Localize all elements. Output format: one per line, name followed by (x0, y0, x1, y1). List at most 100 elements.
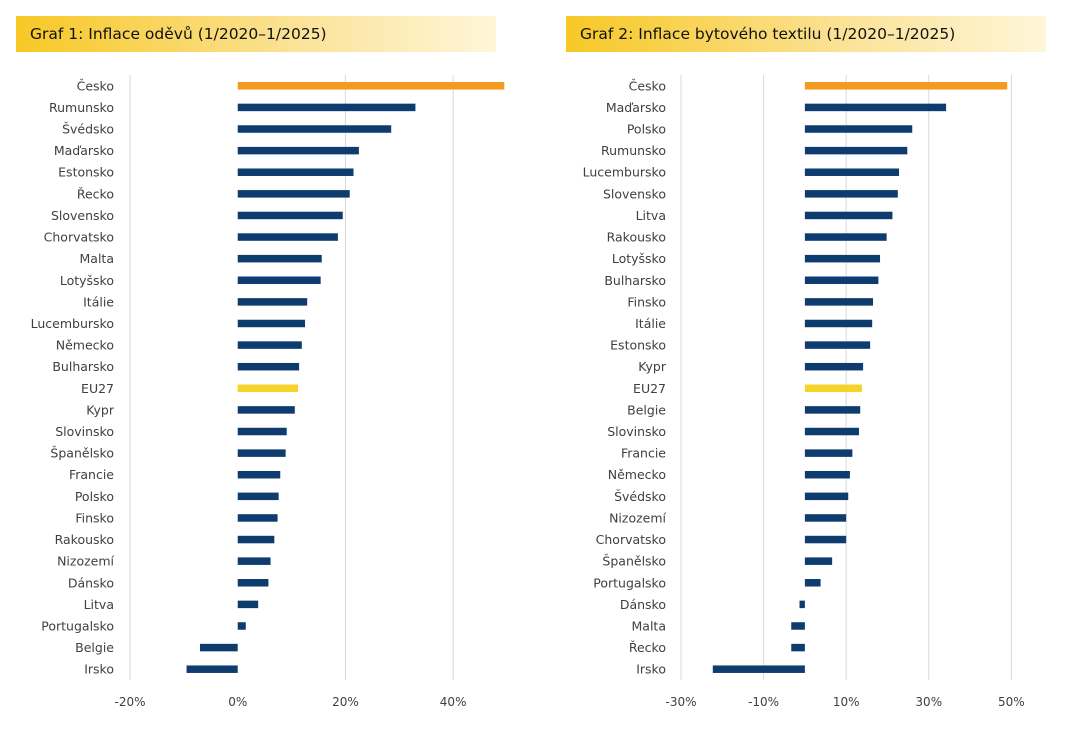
chart1-bar (237, 622, 246, 630)
chart1-tick-label: 20% (332, 695, 359, 709)
chart1-category-label: Lotyšsko (60, 273, 114, 288)
chart2-bar (799, 600, 805, 609)
chart2-bar (804, 514, 847, 522)
chart2-category-label: Bulharsko (604, 273, 666, 288)
chart1-tick-label: -20% (114, 695, 145, 709)
chart2-bar (804, 427, 859, 436)
chart2-bar (804, 276, 879, 285)
chart2-category-label: Portugalsko (593, 575, 666, 590)
chart1-bar (237, 254, 322, 263)
chart2-bar (804, 535, 847, 544)
chart1-bar (237, 103, 416, 112)
chart2-bar (804, 82, 1008, 90)
chart1-bar (237, 146, 359, 155)
chart2-bar (804, 492, 849, 501)
chart1-bar (237, 384, 299, 393)
chart2-category-label: Polsko (627, 122, 666, 137)
chart1-category-label: Nizozemí (57, 554, 114, 569)
chart2-category-label: Itálie (635, 316, 666, 331)
chart2-category-label: Lotyšsko (612, 251, 666, 266)
chart1-category-label: Maďarsko (54, 143, 114, 158)
chart2-category-label: Lucembursko (583, 165, 666, 180)
chart1-bar (237, 535, 275, 544)
chart1-category-label: Lucembursko (31, 316, 114, 331)
chart2-bar (804, 362, 864, 371)
chart1-bar (237, 168, 354, 176)
chart1-category-label: Španělsko (50, 446, 114, 461)
chart2-bar (804, 168, 900, 176)
chart2-bar (804, 384, 862, 393)
chart2-bar (804, 406, 861, 414)
chart1-bar (237, 190, 350, 198)
chart1-bar (237, 514, 278, 522)
chart2-bar (791, 643, 805, 652)
chart2-category-label: Kypr (638, 359, 667, 374)
chart1-bar (237, 470, 281, 479)
chart1-category-label: Finsko (75, 510, 114, 525)
chart-title-2: Graf 2: Inflace bytového textilu (1/2020… (566, 16, 1046, 52)
chart1-category-label: Bulharsko (52, 359, 114, 374)
chart2-tick-label: 10% (833, 695, 860, 709)
chart2-category-label: EU27 (633, 381, 666, 396)
chart2-bar (804, 319, 873, 328)
chart1-category-label: Řecko (77, 186, 114, 201)
chart2-bar (804, 190, 898, 198)
chart2-category-label: Švédsko (614, 489, 666, 504)
chart2-bar (804, 298, 874, 306)
chart1-category-label: Malta (80, 251, 114, 266)
chart1-category-label: Francie (69, 467, 114, 482)
chart1-category-label: Česko (77, 78, 114, 93)
chart1-bar (237, 233, 338, 241)
chart2-bar (804, 579, 821, 587)
chart2-bar (804, 557, 833, 565)
chart2-tick-label: 50% (998, 695, 1025, 709)
chart2-bar (804, 341, 871, 349)
chart1-category-label: Německo (56, 338, 114, 353)
chart2-category-label: Řecko (629, 640, 666, 655)
chart2-category-label: Rumunsko (601, 143, 666, 158)
chart1-bar (237, 276, 321, 285)
chart1-category-label: Kypr (86, 402, 115, 417)
chart1-category-label: Rumunsko (49, 100, 114, 115)
chart2-tick-label: 30% (915, 695, 942, 709)
chart1-bar (237, 341, 302, 349)
chart2-tick-label: -30% (665, 695, 696, 709)
chart1-category-label: EU27 (81, 381, 114, 396)
chart1-bar (237, 319, 306, 328)
chart-title-1: Graf 1: Inflace oděvů (1/2020–1/2025) (16, 16, 496, 52)
chart1-bar (237, 125, 392, 133)
chart2-bar (791, 622, 805, 630)
chart1-bar (237, 557, 271, 565)
chart2-category-label: Španělsko (602, 554, 666, 569)
chart1-category-label: Dánsko (68, 575, 114, 590)
chart1-bar (237, 82, 505, 90)
chart2-category-label: Rakousko (607, 230, 666, 245)
chart2-category-label: Dánsko (620, 597, 666, 612)
chart2-category-label: Finsko (627, 294, 666, 309)
chart1-category-label: Rakousko (55, 532, 114, 547)
chart1-bar (200, 643, 238, 652)
chart1-bar (237, 406, 295, 414)
chart1-category-label: Estonsko (58, 165, 114, 180)
chart1-category-label: Švédsko (62, 122, 114, 137)
chart2-category-label: Slovinsko (607, 424, 666, 439)
chart1-category-label: Slovinsko (55, 424, 114, 439)
chart2-bar (804, 449, 853, 457)
chart1-category-label: Irsko (84, 662, 114, 677)
chart1-bar (237, 579, 269, 587)
chart2-category-label: Litva (636, 208, 666, 223)
chart1-category-label: Chorvatsko (44, 230, 114, 245)
chart2-bar (804, 146, 908, 155)
chart1-bar (237, 427, 287, 436)
chart2-category-label: Chorvatsko (596, 532, 666, 547)
chart1-bar (237, 492, 279, 501)
chart1-category-label: Portugalsko (41, 618, 114, 633)
chart2-bar (712, 665, 805, 673)
chart1-bar (237, 600, 259, 609)
chart1-bar (237, 449, 286, 457)
chart1-category-label: Itálie (83, 294, 114, 309)
chart2-bar (804, 125, 913, 133)
chart1-bar (237, 211, 343, 220)
chart2-category-label: Francie (621, 446, 666, 461)
